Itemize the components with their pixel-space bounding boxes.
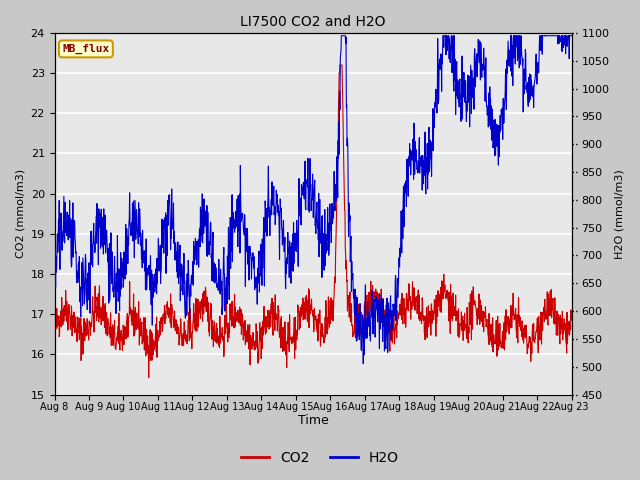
Legend: CO2, H2O: CO2, H2O — [236, 445, 404, 471]
Text: MB_flux: MB_flux — [62, 44, 109, 54]
X-axis label: Time: Time — [298, 414, 328, 427]
Y-axis label: H2O (mmol/m3): H2O (mmol/m3) — [615, 169, 625, 259]
Y-axis label: CO2 (mmol/m3): CO2 (mmol/m3) — [15, 169, 25, 258]
Title: LI7500 CO2 and H2O: LI7500 CO2 and H2O — [241, 15, 386, 29]
